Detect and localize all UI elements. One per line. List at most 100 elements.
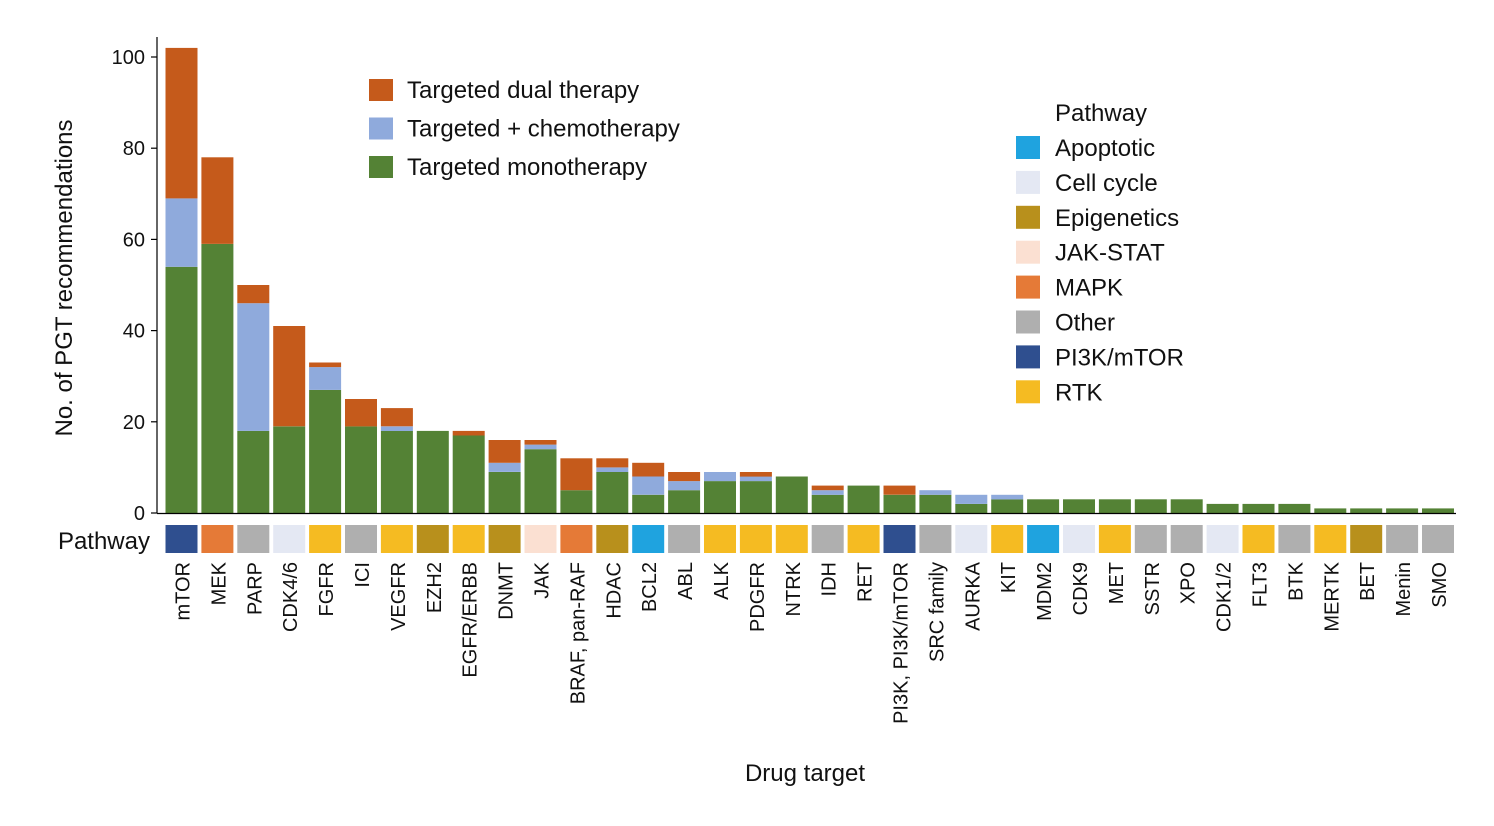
bar-segment-chemotherapy [919,490,952,495]
bar-segment-chemotherapy [524,444,557,450]
bar-segment-monotherapy [847,485,880,513]
x-tick-label: EZH2 [424,562,446,613]
pathway-cell [704,525,736,553]
pathway-legend-label: Apoptotic [1055,135,1155,162]
bar-segment-monotherapy [704,481,736,513]
pathway-cell [1422,525,1454,553]
x-tick-label: RET [855,562,877,602]
bar-segment-monotherapy [991,499,1024,513]
pathway-cell [560,525,593,553]
x-tick-label: CDK4/6 [280,562,302,632]
x-tick-label: FLT3 [1250,562,1272,607]
pathway-legend-swatch [1016,205,1040,229]
pathway-cell [201,525,234,553]
pathway-cell [1170,525,1203,553]
pathway-legend-title: Pathway [1055,100,1147,127]
x-tick-label: BCL2 [639,562,661,612]
x-tick-label: FGFR [316,562,338,616]
bars-layer [165,47,1454,513]
x-tick-label: Menin [1393,562,1415,616]
x-tick-label: HDAC [603,562,625,619]
bar-segment-monotherapy [955,503,988,513]
bar-segment-monotherapy [775,476,808,513]
pathway-cell [1206,525,1239,553]
pathway-row-label: Pathway [58,528,150,555]
bar-segment-monotherapy [883,494,916,513]
x-tick-label: DNMT [496,562,518,620]
pathway-legend-label: JAK-STAT [1055,240,1165,267]
pathway-legend-swatch [1016,380,1040,404]
x-tick-label: BTK [1285,561,1307,601]
bar-segment-monotherapy [668,490,701,513]
pathway-cell [1134,525,1167,553]
x-tick-label: AURKA [962,561,984,631]
pathway-cell [596,525,629,553]
bar-segment-monotherapy [1386,508,1419,513]
pathway-cell [739,525,772,553]
pathway-cell [452,525,485,553]
pathway-cell [1350,525,1383,553]
pathway-cell [1314,525,1347,553]
pathway-cell [1098,525,1131,553]
axes-layer: 0 20 40 60 80 100 [112,37,1456,525]
bar-segment-chemotherapy [380,426,413,431]
pathway-legend-label: Cell cycle [1055,170,1158,197]
bar-segment-chemotherapy [165,198,198,267]
x-tick-label: IDH [819,562,841,596]
pathway-legend-swatch [1016,275,1040,299]
pathway-cell [380,525,413,553]
pathway-cell [955,525,988,553]
pathway-legend-swatch [1016,136,1040,159]
bar-segment-dual-therapy [345,399,377,427]
x-tick-label: BET [1357,562,1379,601]
pathway-cell [1063,525,1095,553]
bar-segment-monotherapy [1422,508,1454,513]
pathway-cell [632,525,665,553]
bar-segment-dual-therapy [811,485,844,491]
pathway-cell [919,525,952,553]
pathway-legend-swatch [1016,345,1040,369]
pathway-legend-label: Other [1055,310,1115,337]
bar-segment-monotherapy [345,426,377,513]
bar-segment-monotherapy [416,430,449,513]
bar-segment-monotherapy [237,430,270,513]
bar-segment-chemotherapy [596,467,629,472]
legend-swatch [369,156,393,178]
x-tick-label: CDK9 [1070,562,1092,615]
x-tick-label: PI3K, PI3K/mTOR [891,562,913,724]
pathway-cell [811,525,844,553]
pathway-cell [309,525,342,553]
x-tick-label: NTRK [783,561,805,616]
bar-segment-chemotherapy [955,494,988,504]
pathway-cell [165,525,198,553]
legend-swatch [369,79,393,101]
pathway-legend: Pathway Apoptotic Cell cycle Epigenetics JAK… [1016,100,1184,406]
bar-segment-dual-therapy [668,472,701,482]
bar-segment-chemotherapy [632,476,665,495]
legend-swatch [369,117,393,140]
x-tick-label: MEK [208,561,230,605]
bar-segment-dual-therapy [560,458,593,491]
x-axis-label: Drug target [745,760,865,787]
y-tick-label: 40 [123,321,145,343]
pathway-legend-label: Epigenetics [1055,205,1179,232]
y-tick-label: 60 [123,229,145,251]
pathway-strip [165,525,1454,553]
bar-segment-monotherapy [811,494,844,513]
x-tick-label: PDGFR [747,562,769,632]
x-tick-label: mTOR [173,562,195,621]
x-tick-label: ALK [711,561,733,599]
y-axis-label: No. of PGT recommendations [51,119,78,436]
bar-segment-dual-therapy [273,326,306,427]
pathway-cell [488,525,521,553]
x-tick-label: ICI [352,562,374,588]
bar-segment-monotherapy [273,426,306,513]
x-tick-label: JAK [532,561,554,598]
bar-segment-chemotherapy [739,476,772,482]
pathway-cell [345,525,377,553]
bar-segment-dual-therapy [201,157,234,244]
legend-label: Targeted monotherapy [407,154,647,181]
bar-segment-monotherapy [488,472,521,513]
x-tick-label: SSTR [1142,562,1164,615]
bar-segment-monotherapy [560,490,593,513]
